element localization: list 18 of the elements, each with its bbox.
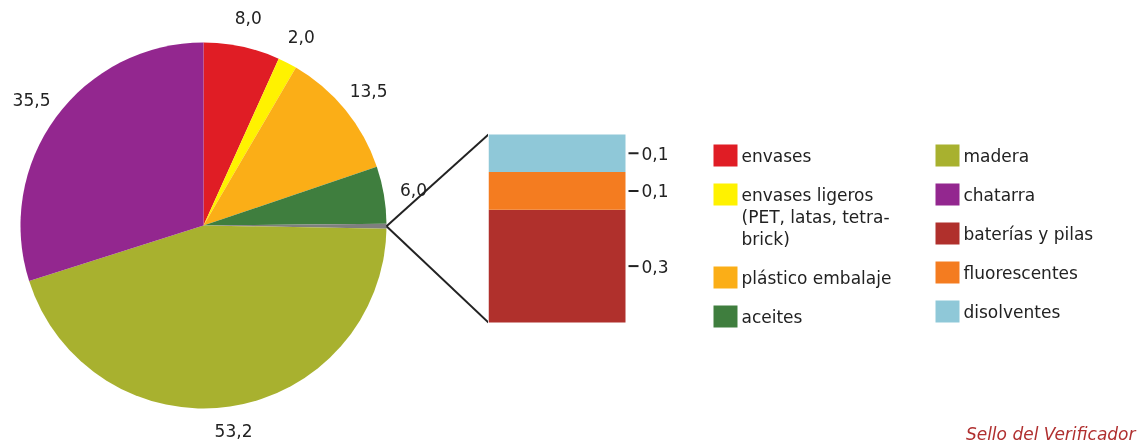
legend-label: disolventes: [963, 301, 1061, 322]
data-label: 0,1: [641, 143, 669, 164]
legend-label: fluorescentes: [963, 262, 1079, 283]
legend-label: madera: [963, 145, 1030, 166]
legend-label: aceites: [741, 306, 803, 327]
data-label: 13,5: [349, 81, 388, 102]
legend-label: envases ligeros (PET, latas, tetra-brick): [741, 184, 890, 249]
legend-label: envases: [741, 145, 812, 166]
legend-label: baterías y pilas: [963, 223, 1094, 244]
legend-label: chatarra: [963, 184, 1036, 205]
data-label: 2,0: [287, 26, 315, 47]
data-label: 35,5: [12, 90, 51, 111]
data-label: 0,1: [641, 181, 669, 202]
data-label: 8,0: [234, 7, 262, 28]
data-label: 0,3: [641, 256, 669, 277]
text: Sello del Verificador: [965, 423, 1137, 444]
data-label: 53,2: [214, 420, 253, 441]
legend-label: plástico embalaje: [741, 267, 892, 288]
